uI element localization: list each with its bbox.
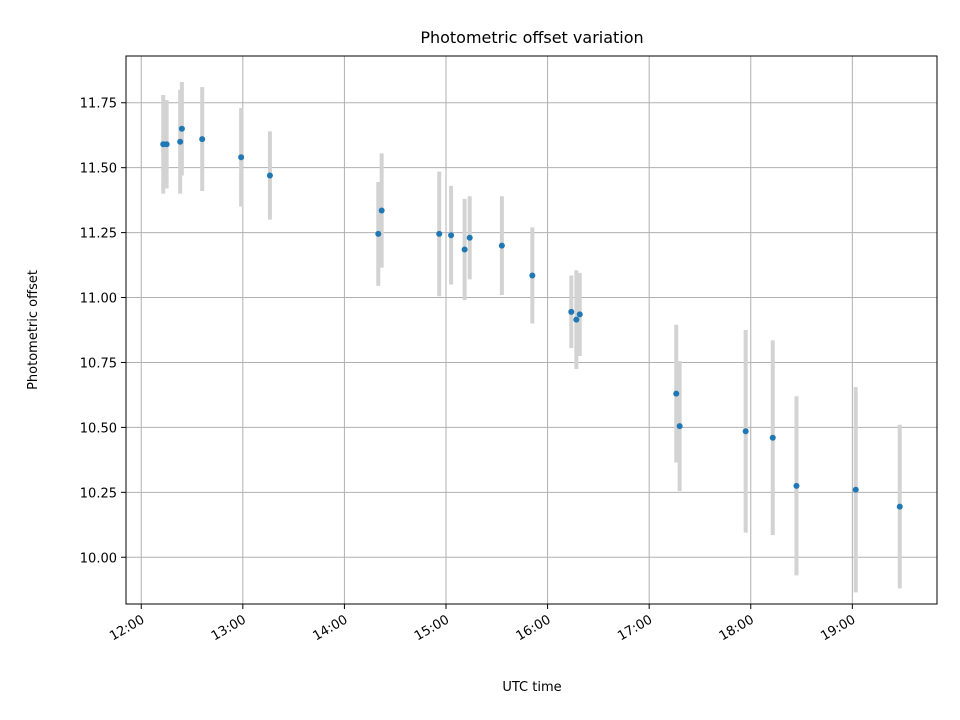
x-tick-label: 17:00 [615,612,655,644]
x-tick-label: 18:00 [717,612,757,644]
y-tick-label: 11.00 [80,292,117,307]
data-point [266,172,273,179]
data-point [163,141,170,148]
y-axis-label: Photometric offset [26,270,41,390]
data-point [676,423,683,430]
y-tick-label: 10.75 [80,356,117,371]
data-point [378,207,385,214]
data-point [896,503,903,510]
data-point [576,311,583,318]
data-point [769,434,776,441]
y-tick-label: 10.50 [80,421,117,436]
x-axis-label: UTC time [502,680,561,695]
chart-title: Photometric offset variation [420,28,643,47]
x-tick-label: 12:00 [107,612,147,644]
y-tick-label: 11.50 [80,162,117,177]
data-point [178,125,185,132]
data-point [852,486,859,493]
data-point [742,428,749,435]
data-point [448,232,455,239]
x-tick-label: 13:00 [209,612,249,644]
gridlines [126,56,937,604]
data-point [466,234,473,241]
x-tick-label: 14:00 [310,612,350,644]
x-tick-label: 16:00 [514,612,554,644]
data-point [199,136,206,143]
y-tick-label: 10.00 [80,551,117,566]
data-point [375,230,382,237]
data-point [568,308,575,315]
data-point [673,390,680,397]
x-tick-label: 15:00 [412,612,452,644]
data-points [160,125,903,510]
data-point [461,246,468,253]
data-point [177,138,184,145]
data-point [498,242,505,249]
x-axis-ticks: 12:00 13:00 14:00 15:00 16:00 17:00 18:00 19:00 [107,604,858,644]
data-point [238,154,245,161]
y-axis-ticks: 10.00 10.25 10.50 10.75 11.00 11.25 11.50 11.75 [80,97,126,566]
y-tick-label: 10.25 [80,486,117,501]
plot-frame [125,55,938,605]
data-point [573,316,580,323]
data-point [529,272,536,279]
y-tick-label: 11.25 [80,227,117,242]
data-point [436,230,443,237]
error-bars [161,81,902,593]
x-tick-label: 19:00 [818,612,858,644]
data-point [793,482,800,489]
y-tick-label: 11.75 [80,97,117,112]
